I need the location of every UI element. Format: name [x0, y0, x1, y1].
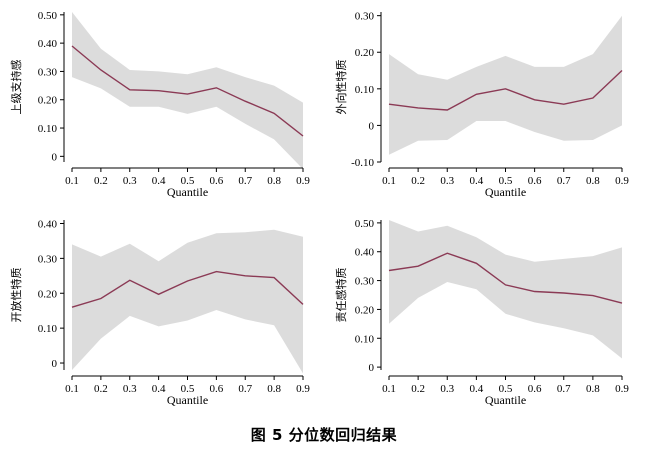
x-tick-label: 0.3 [123, 175, 137, 187]
x-tick-label: 0.1 [382, 175, 396, 187]
x-tick-label: 0.5 [181, 383, 195, 395]
x-tick-label: 0.9 [296, 175, 310, 187]
x-tick-label: 0.3 [440, 175, 454, 187]
x-tick-label: 0.6 [210, 383, 224, 395]
x-tick-label: 0.4 [470, 383, 484, 395]
x-tick-label: 0.1 [65, 383, 79, 395]
y-axis-label: 外向性特质 [334, 60, 348, 115]
x-tick-label: 0.2 [411, 175, 425, 187]
confidence-band [389, 15, 622, 155]
y-tick-label: 0.10 [355, 333, 375, 345]
y-tick-label: 0 [369, 362, 375, 374]
x-tick-label: 0.7 [238, 175, 252, 187]
y-tick-label: 0.30 [355, 276, 375, 288]
y-tick-label: 0 [52, 358, 58, 370]
y-tick-label: 0.10 [38, 123, 58, 135]
x-axis-label: Quantile [167, 185, 208, 199]
x-axis-label: Quantile [485, 393, 526, 407]
x-tick-label: 0.1 [382, 383, 396, 395]
x-tick-label: 0.8 [586, 175, 600, 187]
x-tick-label: 0.9 [296, 383, 310, 395]
x-tick-label: 0.2 [94, 175, 108, 187]
y-tick-label: 0.30 [355, 11, 375, 23]
y-axis-label: 责任感特质 [334, 268, 348, 323]
x-tick-label: 0.8 [267, 175, 281, 187]
x-tick-label: 0.7 [238, 383, 252, 395]
x-tick-label: 0.6 [210, 175, 224, 187]
y-tick-label: 0 [52, 151, 58, 163]
x-tick-label: 0.3 [440, 383, 454, 395]
chart-panel-2: -0.10 0 0.10 0.20 0.30 0.1 0.2 0.3 0.4 0.5 0.6 0.7 0… [334, 11, 629, 199]
x-tick-label: 0.6 [528, 383, 542, 395]
x-tick-label: 0.3 [123, 383, 137, 395]
x-tick-label: 0.2 [94, 383, 108, 395]
x-tick-label: 0.7 [557, 383, 571, 395]
x-tick-label: 0.4 [152, 383, 166, 395]
chart-panel-4: 0 0.10 0.20 0.30 0.40 0.50 0.1 0.2 0.3 0.4 0.5 0.6 0… [334, 218, 629, 407]
x-tick-label: 0.4 [470, 175, 484, 187]
y-tick-label: 0.50 [355, 218, 375, 230]
x-tick-label: 0.1 [65, 175, 79, 187]
x-axis-label: Quantile [485, 185, 526, 199]
y-tick-label: 0.20 [355, 47, 375, 59]
y-tick-label: 0 [369, 120, 375, 132]
y-tick-label: 0.30 [38, 66, 58, 78]
y-tick-label: 0.20 [38, 288, 58, 300]
y-tick-label: 0.40 [38, 218, 58, 230]
chart-panel-1: 0 0.10 0.20 0.30 0.40 0.50 0.1 0.2 0.3 0.4 0.5 0.6 0… [9, 10, 310, 199]
y-tick-label: 0.20 [355, 304, 375, 316]
y-tick-label: 0.40 [38, 38, 58, 50]
figure-caption: 图 5 分位数回归结果 [250, 426, 398, 444]
x-tick-label: 0.4 [152, 175, 166, 187]
y-tick-label: 0.20 [38, 95, 58, 107]
x-tick-label: 0.5 [499, 383, 513, 395]
x-tick-label: 0.8 [586, 383, 600, 395]
y-axis-label: 上级支持感 [9, 60, 23, 115]
chart-panel-3: 0 0.10 0.20 0.30 0.40 0.1 0.2 0.3 0.4 0.5 0.6 0.7 0.… [9, 218, 310, 407]
y-tick-label: 0.40 [355, 247, 375, 259]
x-tick-label: 0.9 [615, 175, 629, 187]
x-tick-label: 0.8 [267, 383, 281, 395]
x-axis-label: Quantile [167, 393, 208, 407]
confidence-band [389, 220, 622, 359]
y-tick-label: 0.30 [38, 253, 58, 265]
x-tick-label: 0.9 [615, 383, 629, 395]
x-tick-label: 0.2 [411, 383, 425, 395]
x-tick-label: 0.6 [528, 175, 542, 187]
confidence-band [72, 229, 303, 374]
x-tick-label: 0.5 [499, 175, 513, 187]
x-tick-label: 0.5 [181, 175, 195, 187]
y-tick-label: -0.10 [351, 157, 374, 169]
y-tick-label: 0.50 [38, 10, 58, 22]
y-tick-label: 0.10 [38, 323, 58, 335]
confidence-band [72, 12, 303, 170]
x-tick-label: 0.7 [557, 175, 571, 187]
y-tick-label: 0.10 [355, 84, 375, 96]
y-axis-label: 开放性特质 [9, 268, 23, 323]
